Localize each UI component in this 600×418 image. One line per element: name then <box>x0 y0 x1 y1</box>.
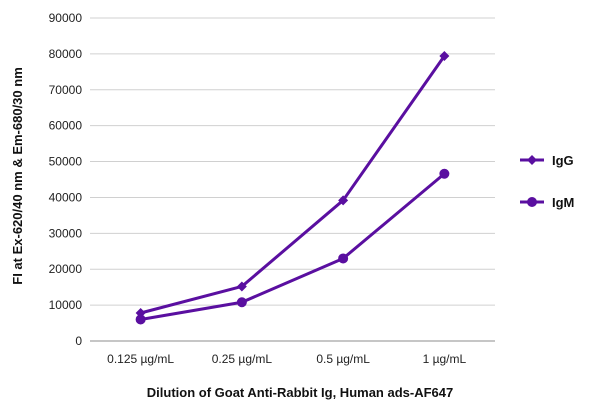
y-tick-label: 20000 <box>49 262 83 276</box>
legend: IgG IgM <box>520 153 574 210</box>
series-line-igm <box>139 172 446 321</box>
x-axis-title: Dilution of Goat Anti-Rabbit Ig, Human a… <box>147 385 453 400</box>
data-point-igg <box>236 281 247 292</box>
legend-marker-igm <box>527 197 537 207</box>
legend-marker-igg <box>527 155 537 165</box>
y-axis-title: FI at Ex-620/40 nm & Em-680/30 nm <box>10 67 25 284</box>
data-point-igg <box>439 51 450 62</box>
gridlines <box>90 17 495 342</box>
y-tick-label: 70000 <box>49 83 83 97</box>
x-tick-label: 0.25 µg/mL <box>212 352 273 366</box>
y-tick-label: 90000 <box>49 11 83 25</box>
x-tick-label: 0.5 µg/mL <box>316 352 370 366</box>
y-tick-label: 30000 <box>49 226 83 240</box>
data-point-igm <box>338 253 349 264</box>
y-tick-label: 60000 <box>49 119 83 133</box>
y-tick-label: 50000 <box>49 155 83 169</box>
y-tick-label: 10000 <box>49 298 83 312</box>
data-point-igm <box>135 314 146 325</box>
x-tick-label: 0.125 µg/mL <box>107 352 174 366</box>
data-point-igm <box>236 297 247 308</box>
data-point-igm <box>439 168 450 179</box>
y-axis-ticks: 0 10000 20000 30000 40000 50000 60000 70000 8000… <box>49 11 83 348</box>
legend-label-igm: IgM <box>552 195 574 210</box>
y-tick-label: 80000 <box>49 47 83 61</box>
x-axis-ticks: 0.125 µg/mL 0.25 µg/mL 0.5 µg/mL 1 µg/mL <box>107 352 466 366</box>
x-tick-label: 1 µg/mL <box>423 352 467 366</box>
y-tick-label: 0 <box>75 334 82 348</box>
data-point-igg <box>338 195 349 206</box>
y-tick-label: 40000 <box>49 190 83 204</box>
series-line-igg <box>139 54 446 315</box>
series-group <box>135 51 450 325</box>
legend-label-igg: IgG <box>552 153 574 168</box>
